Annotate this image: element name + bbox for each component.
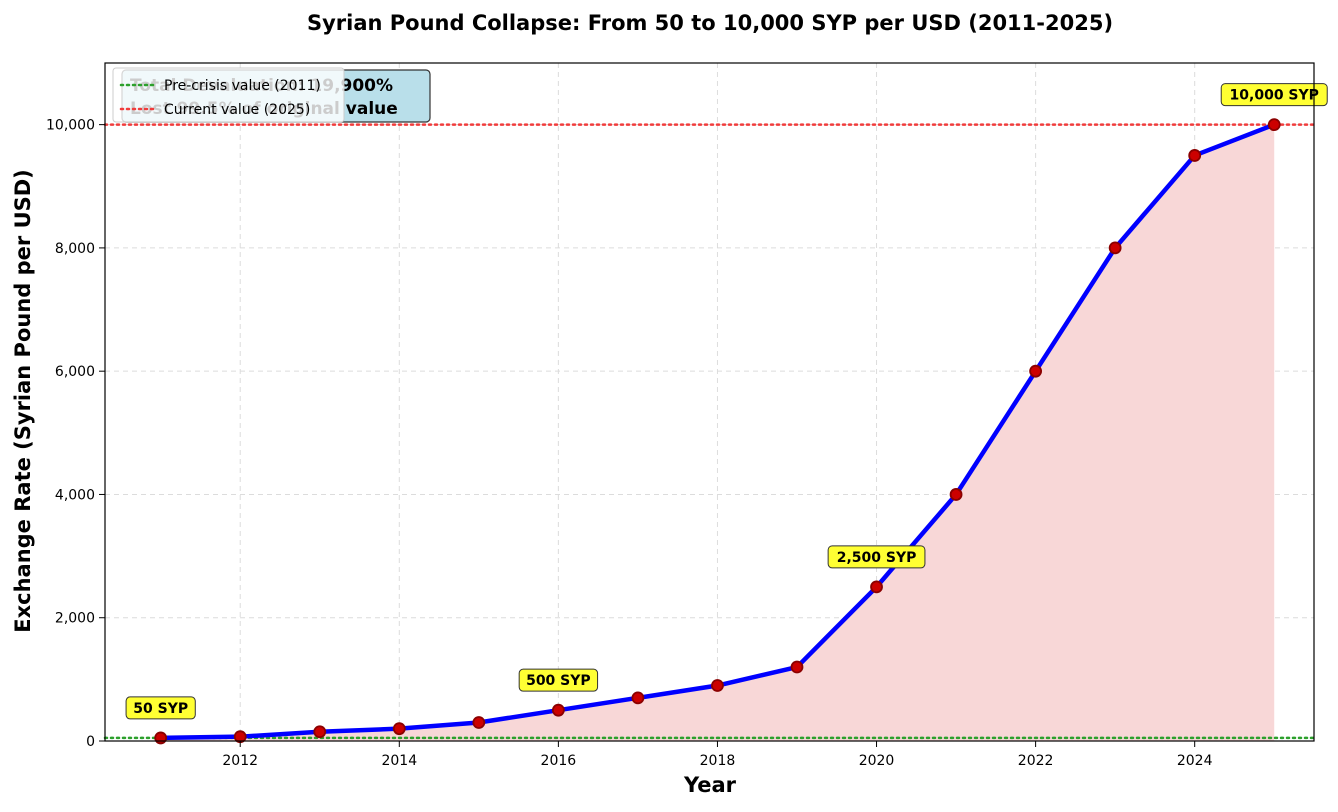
x-axis-title: Year <box>683 773 737 797</box>
legend-label: Current value (2025) <box>164 102 310 118</box>
y-tick-label: 0 <box>86 734 95 750</box>
y-tick-label: 4,000 <box>55 487 95 503</box>
y-axis-title: Exchange Rate (Syrian Pound per USD) <box>11 169 35 633</box>
annotation-label: 2,500 SYP <box>837 550 917 566</box>
data-point <box>1188 149 1202 162</box>
data-point <box>472 716 486 729</box>
annotation-box <box>1220 83 1328 107</box>
y-tick-label: 10,000 <box>46 118 95 134</box>
x-tick-label: 2022 <box>1018 753 1054 769</box>
x-tick-label: 2024 <box>1177 753 1213 769</box>
annotation-box <box>518 668 599 692</box>
y-tick-label: 6,000 <box>55 364 95 380</box>
data-point <box>631 691 645 705</box>
data-point <box>1029 364 1043 378</box>
x-tick-label: 2018 <box>700 753 736 769</box>
annotation-label: 50 SYP <box>133 701 188 717</box>
data-point <box>790 660 804 674</box>
data-point <box>870 580 883 594</box>
x-tick-label: 2014 <box>381 753 417 769</box>
data-point <box>711 679 724 692</box>
x-tick-label: 2016 <box>541 753 577 769</box>
chart-title: Syrian Pound Collapse: From 50 to 10,000… <box>307 11 1113 35</box>
x-tick-label: 2012 <box>222 753 258 769</box>
plot-frame <box>104 62 1315 742</box>
y-tick-label: 8,000 <box>55 241 95 257</box>
x-tick-label: 2020 <box>859 753 895 769</box>
annotation-box <box>827 545 926 569</box>
legend-label: Pre-crisis value (2011) <box>164 78 321 94</box>
data-point <box>949 488 963 501</box>
annotation-label: 10,000 SYP <box>1230 88 1319 104</box>
data-point <box>313 725 327 739</box>
data-point <box>1108 241 1122 255</box>
data-point <box>154 731 168 745</box>
area-fill <box>160 124 1275 742</box>
y-tick-label: 2,000 <box>55 611 95 627</box>
annotation-box <box>125 696 196 720</box>
legend <box>112 67 345 123</box>
data-point <box>392 722 406 736</box>
data-point <box>551 703 565 717</box>
data-point <box>1267 118 1281 132</box>
annotation-label: 500 SYP <box>526 673 591 689</box>
